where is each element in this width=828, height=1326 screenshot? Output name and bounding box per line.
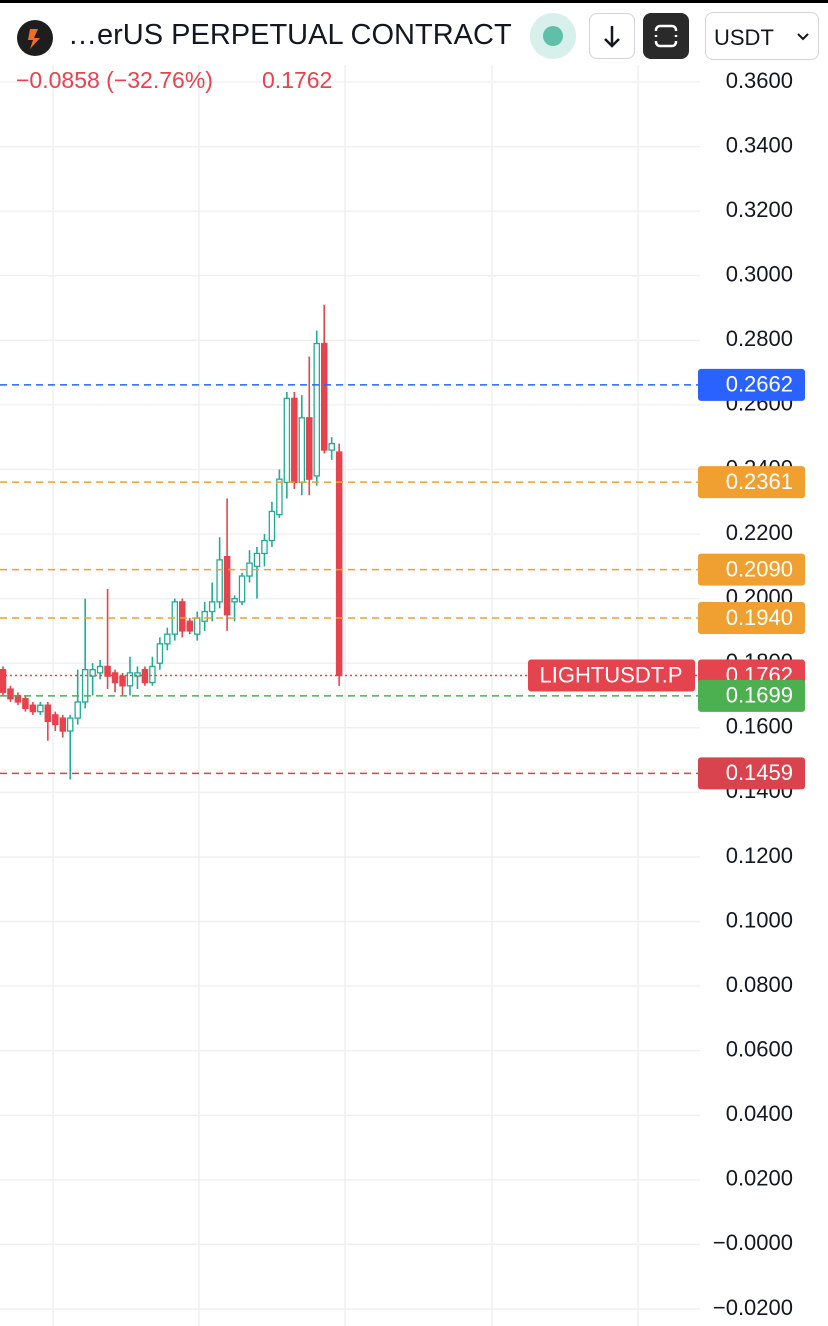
candle-body [126,672,134,687]
y-tick-label: −0.0000 [713,1230,793,1255]
candle-body [44,704,52,722]
symbol-tag [528,659,695,692]
y-tick-label: 0.0400 [726,1101,793,1126]
candle-body [276,478,283,516]
candle-body [216,559,223,603]
candle-body [268,510,276,542]
price-tag-label: 0.1459 [726,760,793,785]
price-tag-label: 0.2090 [726,556,793,581]
candle-body [66,717,74,732]
price-tag [698,602,805,635]
y-tick-label: 0.3600 [726,68,793,93]
candle-body [186,620,193,632]
y-tick-label: 0.1000 [726,907,793,932]
price-tag [698,466,805,499]
y-tick-label: 0.3000 [726,262,793,287]
candle-body [89,669,96,677]
candle-body [59,717,67,732]
candle-body [7,688,14,700]
candle-body [104,665,111,677]
candle-body [134,672,141,677]
candle-body [111,672,119,684]
title: …erUS PERPETUAL CONTRACT [68,19,512,51]
price-tag [698,679,805,712]
currency-select[interactable]: USDT [705,12,819,60]
candle-body [261,539,268,555]
price-tag [698,553,805,586]
plot [0,65,700,1326]
currency: USDT [714,25,774,50]
candle-body [119,675,126,687]
last-price: 0.1762 [262,67,332,93]
y-tick-label: 0.0200 [726,1166,793,1191]
symbol-tag-label: LIGHTUSDT.P [539,662,682,687]
header: …erUS PERPETUAL CONTRACT USDT [0,3,828,65]
candle-body [0,669,7,693]
candle-body [156,643,164,664]
candle-body [335,451,343,677]
price-tag-label: 0.2361 [726,469,793,494]
price-tag [698,757,805,790]
candle-body [306,417,313,480]
fullscreen-button[interactable] [643,13,689,59]
candle-body [208,601,216,613]
candle-body [52,714,59,726]
y-tick-label: −0.0200 [713,1295,793,1320]
candle-body [164,633,171,645]
y-tick-label: 0.3400 [726,132,793,157]
y-tick-label: 0.2200 [726,520,793,545]
status-bar [0,0,828,3]
candle-body [231,597,238,603]
y-tick-label: 0.3200 [726,197,793,222]
price-tag [698,368,805,401]
candle-body [193,617,201,635]
candle-body [246,562,253,577]
candle-body [149,665,156,684]
price-tag-label: 0.2662 [726,372,793,397]
price-tag-label: 0.1940 [726,605,793,630]
symbol-icon [17,20,53,56]
price-tag-label: 0.1699 [726,683,793,708]
y-tick-label: 0.1200 [726,843,793,868]
candle-body [141,669,149,684]
candle-body [298,417,306,484]
y-tick-label: 0.2800 [726,326,793,351]
candle-body [328,442,335,451]
candle-body [238,575,246,603]
y-tick-label: 0.1600 [726,714,793,739]
change: −0.0858 (−32.76%) [16,67,213,93]
candle-body [96,665,104,674]
candle-body [283,397,291,484]
candle-body [37,704,44,713]
candle-body [313,342,320,477]
candle-body [29,704,37,713]
candle-body [179,601,186,632]
candle-body [320,342,328,451]
y-tick-label: 0.0800 [726,972,793,997]
status-button[interactable] [530,13,576,59]
download-button[interactable] [589,13,635,59]
y-tick-label: 0.0600 [726,1036,793,1061]
candle-body [74,701,81,719]
candle-body [291,397,298,484]
candle-body [223,556,231,616]
candle-body [81,669,89,703]
candle-body [22,698,29,710]
candle-body [201,610,208,622]
candle-body [253,552,261,567]
